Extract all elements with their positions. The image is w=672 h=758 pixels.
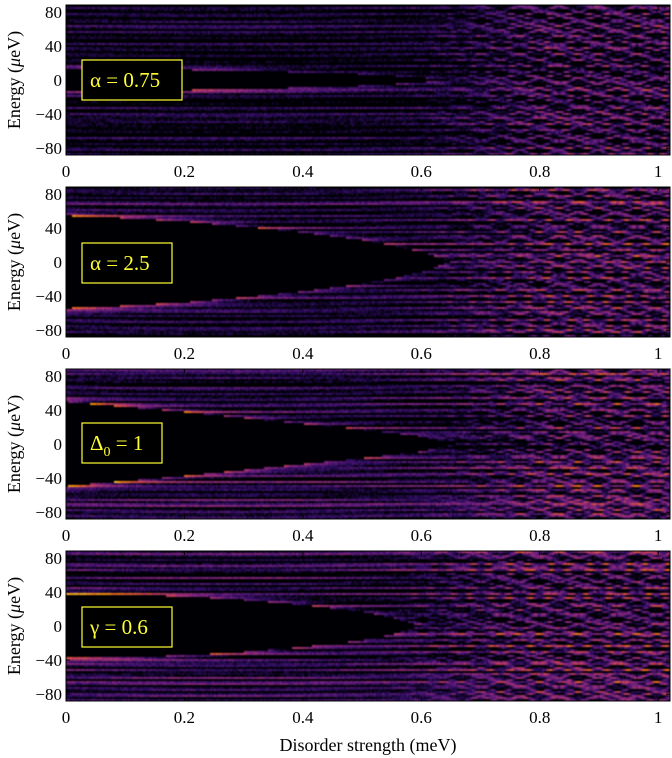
x-tick-label: 0.2 — [174, 526, 195, 545]
param-label: Δ0 = 1 — [90, 431, 143, 460]
y-axis-title-suffix: eV) — [4, 577, 25, 604]
y-axis-title-mu: μ — [4, 422, 24, 432]
y-tick-label: 80 — [45, 185, 62, 204]
param-value: = 2.5 — [101, 251, 150, 275]
y-axis-title-mu: μ — [4, 604, 24, 614]
param-label-box — [81, 242, 173, 284]
param-label: γ = 0.6 — [89, 615, 148, 639]
y-axis-title-prefix: Energy ( — [4, 249, 25, 311]
y-tick-label: −40 — [35, 651, 62, 670]
x-tick-label: 0.6 — [411, 344, 432, 363]
y-tick-label: 0 — [54, 71, 63, 90]
y-axis-title: Energy (μeV) — [4, 395, 25, 493]
x-tick-label: 1 — [654, 344, 663, 363]
y-tick-label: 40 — [45, 583, 62, 602]
x-tick-label: 0 — [62, 526, 71, 545]
x-tick-label: 0.6 — [411, 708, 432, 727]
x-tick-label: 1 — [654, 162, 663, 181]
y-tick-label: 0 — [54, 435, 63, 454]
x-tick-label: 0.6 — [411, 526, 432, 545]
y-axis-title-prefix: Energy ( — [4, 67, 25, 129]
param-value: = 0.75 — [101, 68, 160, 92]
y-axis-title-suffix: eV) — [4, 31, 25, 58]
y-tick-label: −40 — [35, 287, 62, 306]
x-tick-label: 0.6 — [411, 162, 432, 181]
x-tick-label: 0.2 — [174, 708, 195, 727]
param-label-box — [81, 606, 173, 648]
y-axis-title: Energy (μeV) — [4, 31, 25, 129]
y-axis-title-suffix: eV) — [4, 395, 25, 422]
y-axis-title-mu: μ — [4, 58, 24, 68]
y-tick-label: 0 — [54, 617, 63, 636]
y-tick-label: −80 — [35, 139, 62, 158]
panel-1: 0 0.2 0.4 0.6 0.8 1 80 40 0 −40 −80 Energy (μeV) α =… — [4, 3, 671, 181]
y-tick-label: 40 — [45, 401, 62, 420]
y-tick-label: −40 — [35, 469, 62, 488]
panel-4: 0 0.2 0.4 0.6 0.8 1 80 40 0 −40 −80 Energy (μeV) γ =… — [4, 549, 671, 727]
y-tick-label: −80 — [35, 685, 62, 704]
y-axis-title-mu: μ — [4, 240, 24, 250]
x-tick-label: 0 — [62, 344, 71, 363]
y-axis-title-prefix: Energy ( — [4, 431, 25, 493]
y-tick-label: −40 — [35, 105, 62, 124]
y-tick-label: 80 — [45, 367, 62, 386]
x-tick-label: 1 — [654, 526, 663, 545]
panel-2: 0 0.2 0.4 0.6 0.8 1 80 40 0 −40 −80 Energy (μeV) α =… — [4, 185, 671, 363]
x-tick-label: 1 — [654, 708, 663, 727]
x-tick-label: 0.8 — [529, 708, 550, 727]
x-tick-label: 0.4 — [292, 162, 314, 181]
x-axis-title: Disorder strength (meV) — [280, 735, 457, 756]
y-axis-title-suffix: eV) — [4, 213, 25, 240]
y-axis-title: Energy (μeV) — [4, 577, 25, 675]
panel-3: 0 0.2 0.4 0.6 0.8 1 80 40 0 −40 −80 Energy (μeV) Δ0 … — [4, 367, 671, 545]
x-tick-label: 0 — [62, 162, 71, 181]
x-tick-label: 0.8 — [529, 344, 550, 363]
heatmap-3 — [66, 369, 670, 519]
param-subscript: 0 — [104, 445, 111, 460]
y-axis-title: Energy (μeV) — [4, 213, 25, 311]
y-axis-title-prefix: Energy ( — [4, 613, 25, 675]
y-tick-label: −80 — [35, 321, 62, 340]
x-tick-label: 0.2 — [174, 162, 195, 181]
x-tick-label: 0 — [62, 708, 71, 727]
y-tick-label: 0 — [54, 253, 63, 272]
param-label: α = 2.5 — [90, 251, 150, 275]
y-tick-label: 40 — [45, 37, 62, 56]
x-tick-label: 0.4 — [292, 708, 314, 727]
param-label-box — [81, 422, 163, 464]
y-tick-label: 80 — [45, 3, 62, 22]
param-label: α = 0.75 — [90, 68, 160, 92]
y-tick-label: −80 — [35, 503, 62, 522]
param-symbol: α — [90, 251, 101, 275]
y-tick-label: 80 — [45, 549, 62, 568]
x-tick-label: 0.8 — [529, 526, 550, 545]
param-symbol: γ — [89, 615, 99, 639]
param-label-box — [81, 59, 183, 101]
x-tick-label: 0.2 — [174, 344, 195, 363]
y-tick-label: 40 — [45, 219, 62, 238]
x-tick-label: 0.4 — [292, 526, 314, 545]
x-tick-label: 0.4 — [292, 344, 314, 363]
param-symbol: α — [90, 68, 101, 92]
param-value: = 0.6 — [99, 615, 148, 639]
param-symbol: Δ — [90, 431, 104, 455]
param-value: = 1 — [111, 431, 144, 455]
x-tick-label: 0.8 — [529, 162, 550, 181]
